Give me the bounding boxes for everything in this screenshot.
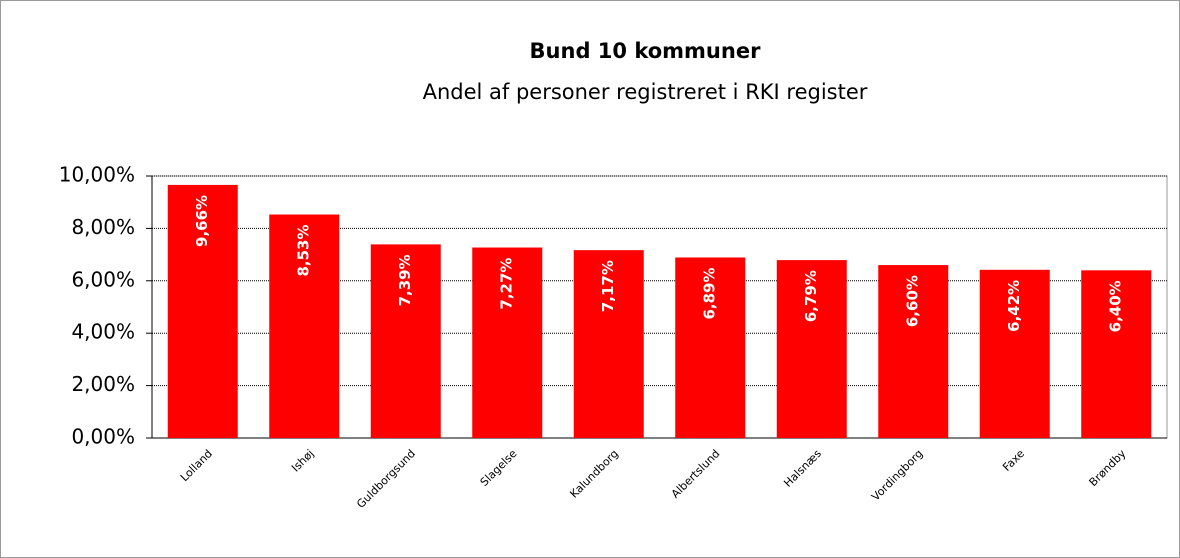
data-label: 6,42% bbox=[1005, 280, 1023, 332]
bar bbox=[878, 265, 949, 438]
bar bbox=[269, 214, 340, 438]
y-tick-label: 4,00% bbox=[71, 320, 135, 344]
data-label: 7,39% bbox=[396, 254, 414, 306]
chart-title: Bund 10 kommuner bbox=[530, 39, 762, 63]
data-label: 6,89% bbox=[701, 267, 719, 319]
data-label: 7,17% bbox=[599, 260, 617, 312]
data-label: 8,53% bbox=[295, 225, 313, 277]
y-tick-label: 0,00% bbox=[71, 425, 135, 449]
data-label: 9,66% bbox=[193, 195, 211, 247]
data-label: 6,79% bbox=[802, 270, 820, 322]
chart-subtitle: Andel af personer registreret i RKI regi… bbox=[423, 80, 868, 104]
bar bbox=[472, 247, 543, 438]
bar bbox=[167, 184, 238, 438]
y-tick-label: 6,00% bbox=[71, 267, 135, 291]
y-tick-label: 8,00% bbox=[71, 215, 135, 239]
y-tick-label: 10,00% bbox=[59, 163, 135, 187]
bar bbox=[573, 250, 644, 438]
data-label: 6,40% bbox=[1107, 280, 1125, 332]
bar bbox=[1081, 270, 1152, 438]
bar bbox=[370, 244, 441, 438]
data-label: 7,27% bbox=[498, 258, 516, 310]
bar bbox=[979, 269, 1050, 438]
bar bbox=[675, 257, 746, 438]
data-label: 6,60% bbox=[904, 275, 922, 327]
bar bbox=[776, 260, 847, 438]
y-tick-label: 2,00% bbox=[71, 372, 135, 396]
